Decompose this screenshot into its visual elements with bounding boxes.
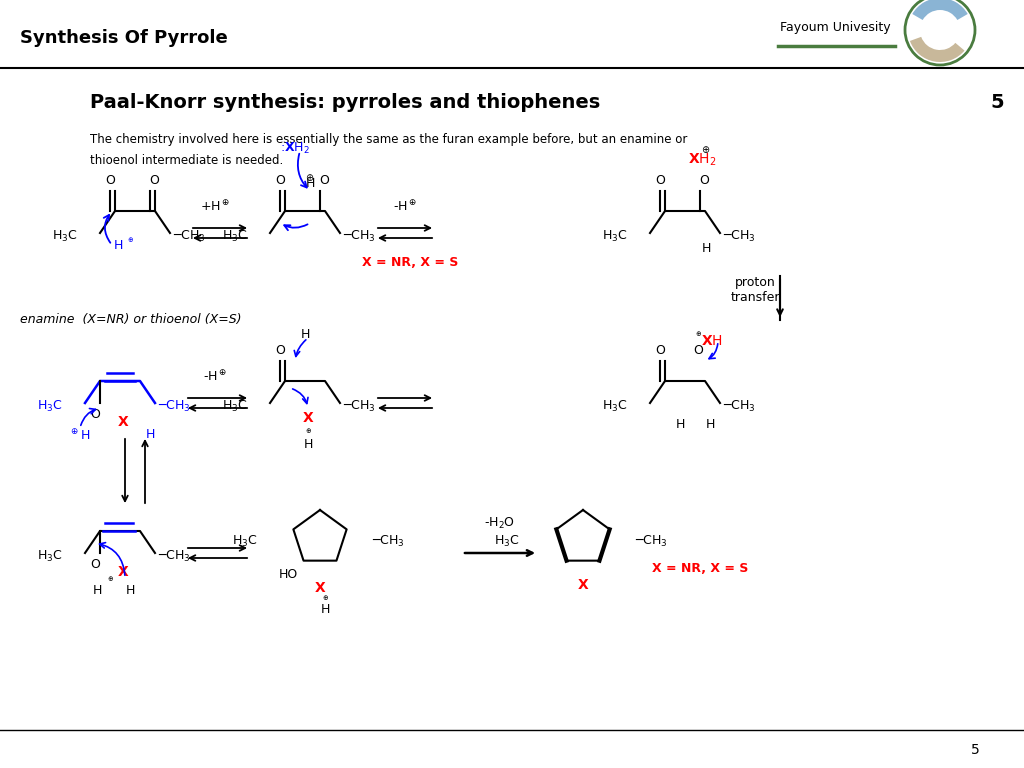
Text: X: X bbox=[303, 411, 313, 425]
Text: X: X bbox=[314, 581, 326, 595]
Text: H: H bbox=[303, 438, 312, 451]
Text: O: O bbox=[699, 174, 709, 187]
Text: ─CH$_3$: ─CH$_3$ bbox=[158, 548, 190, 564]
Text: X: X bbox=[578, 578, 589, 592]
Text: -H$^\oplus$: -H$^\oplus$ bbox=[393, 198, 417, 214]
Text: +H$^\oplus$: +H$^\oplus$ bbox=[200, 198, 230, 214]
Text: $\mathbf{X}$H$_2$: $\mathbf{X}$H$_2$ bbox=[688, 151, 716, 168]
Text: $^\oplus$H: $^\oplus$H bbox=[70, 428, 91, 442]
Text: H$_3$C: H$_3$C bbox=[222, 228, 248, 243]
Text: O: O bbox=[90, 558, 100, 571]
Text: X = NR, X = S: X = NR, X = S bbox=[652, 561, 749, 574]
Text: H$_3$C: H$_3$C bbox=[602, 228, 628, 243]
Text: O: O bbox=[693, 344, 702, 357]
Text: $^\oplus$: $^\oplus$ bbox=[105, 576, 115, 586]
Text: O: O bbox=[275, 344, 285, 357]
Text: H$_3$C: H$_3$C bbox=[38, 399, 63, 413]
Text: ─CH$_3$: ─CH$_3$ bbox=[343, 228, 376, 243]
Text: O: O bbox=[655, 174, 665, 187]
Text: H$_3$C: H$_3$C bbox=[495, 534, 520, 548]
Text: The chemistry involved here is essentially the same as the furan example before,: The chemistry involved here is essential… bbox=[90, 134, 687, 147]
Text: ─CH$_3$: ─CH$_3$ bbox=[723, 228, 756, 243]
Text: H: H bbox=[305, 177, 314, 190]
Text: H: H bbox=[125, 584, 135, 598]
Text: H$_3$C: H$_3$C bbox=[232, 534, 258, 548]
Text: $^\oplus$: $^\oplus$ bbox=[126, 237, 134, 247]
Text: ─CH$_3$: ─CH$_3$ bbox=[173, 228, 206, 243]
Text: -H$^\oplus$: -H$^\oplus$ bbox=[203, 369, 227, 383]
Text: H: H bbox=[701, 241, 711, 254]
Text: H: H bbox=[145, 429, 155, 442]
Text: HO: HO bbox=[279, 568, 298, 581]
Text: H: H bbox=[114, 239, 123, 252]
Text: thioenol intermediate is needed.: thioenol intermediate is needed. bbox=[90, 154, 284, 167]
Text: $\mathbf{X}$H: $\mathbf{X}$H bbox=[701, 334, 723, 348]
Text: $^\oplus$: $^\oplus$ bbox=[304, 428, 312, 438]
Text: ─CH$_3$: ─CH$_3$ bbox=[723, 399, 756, 413]
Text: X = NR, X = S: X = NR, X = S bbox=[361, 257, 458, 270]
Text: 5: 5 bbox=[990, 94, 1004, 112]
Text: Fayoum Univesity: Fayoum Univesity bbox=[780, 22, 891, 35]
Text: $^\oplus$: $^\oplus$ bbox=[694, 331, 702, 341]
Text: ─CH$_3$: ─CH$_3$ bbox=[343, 399, 376, 413]
Wedge shape bbox=[910, 37, 965, 62]
Text: X: X bbox=[118, 415, 128, 429]
Text: -H$_2$O: -H$_2$O bbox=[484, 515, 515, 531]
Text: $\oplus$: $\oplus$ bbox=[305, 172, 314, 183]
Wedge shape bbox=[912, 0, 968, 20]
Text: O: O bbox=[90, 408, 100, 421]
Text: O: O bbox=[655, 344, 665, 357]
Text: :$\mathbf{X}$H$_2$: :$\mathbf{X}$H$_2$ bbox=[280, 141, 310, 156]
Text: ─CH$_3$: ─CH$_3$ bbox=[635, 534, 668, 548]
Text: Paal-Knorr synthesis: pyrroles and thiophenes: Paal-Knorr synthesis: pyrroles and thiop… bbox=[90, 94, 600, 112]
Text: ─CH$_3$: ─CH$_3$ bbox=[372, 534, 404, 548]
Text: ─CH$_3$: ─CH$_3$ bbox=[158, 399, 190, 413]
Text: O: O bbox=[150, 174, 159, 187]
Text: H: H bbox=[321, 603, 330, 616]
Text: O: O bbox=[319, 174, 329, 187]
Text: Synthesis Of Pyrrole: Synthesis Of Pyrrole bbox=[20, 29, 227, 47]
Text: H$_3$C: H$_3$C bbox=[602, 399, 628, 413]
Text: H$_3$C: H$_3$C bbox=[38, 548, 63, 564]
Text: H: H bbox=[300, 329, 309, 342]
Text: H: H bbox=[675, 419, 685, 432]
Text: enamine  (X=NR) or thioenol (X=S): enamine (X=NR) or thioenol (X=S) bbox=[20, 313, 242, 326]
Text: H: H bbox=[706, 419, 715, 432]
Text: $\oplus$: $\oplus$ bbox=[701, 144, 711, 155]
Text: X: X bbox=[118, 565, 128, 579]
Text: O: O bbox=[275, 174, 285, 187]
Text: H$_3$C: H$_3$C bbox=[222, 399, 248, 413]
Text: $^\oplus$: $^\oplus$ bbox=[321, 595, 330, 605]
Text: 5: 5 bbox=[971, 743, 980, 757]
Text: O: O bbox=[105, 174, 115, 187]
Text: H$_3$C: H$_3$C bbox=[52, 228, 78, 243]
Text: H: H bbox=[92, 584, 101, 598]
Text: proton
transfer: proton transfer bbox=[730, 276, 779, 304]
